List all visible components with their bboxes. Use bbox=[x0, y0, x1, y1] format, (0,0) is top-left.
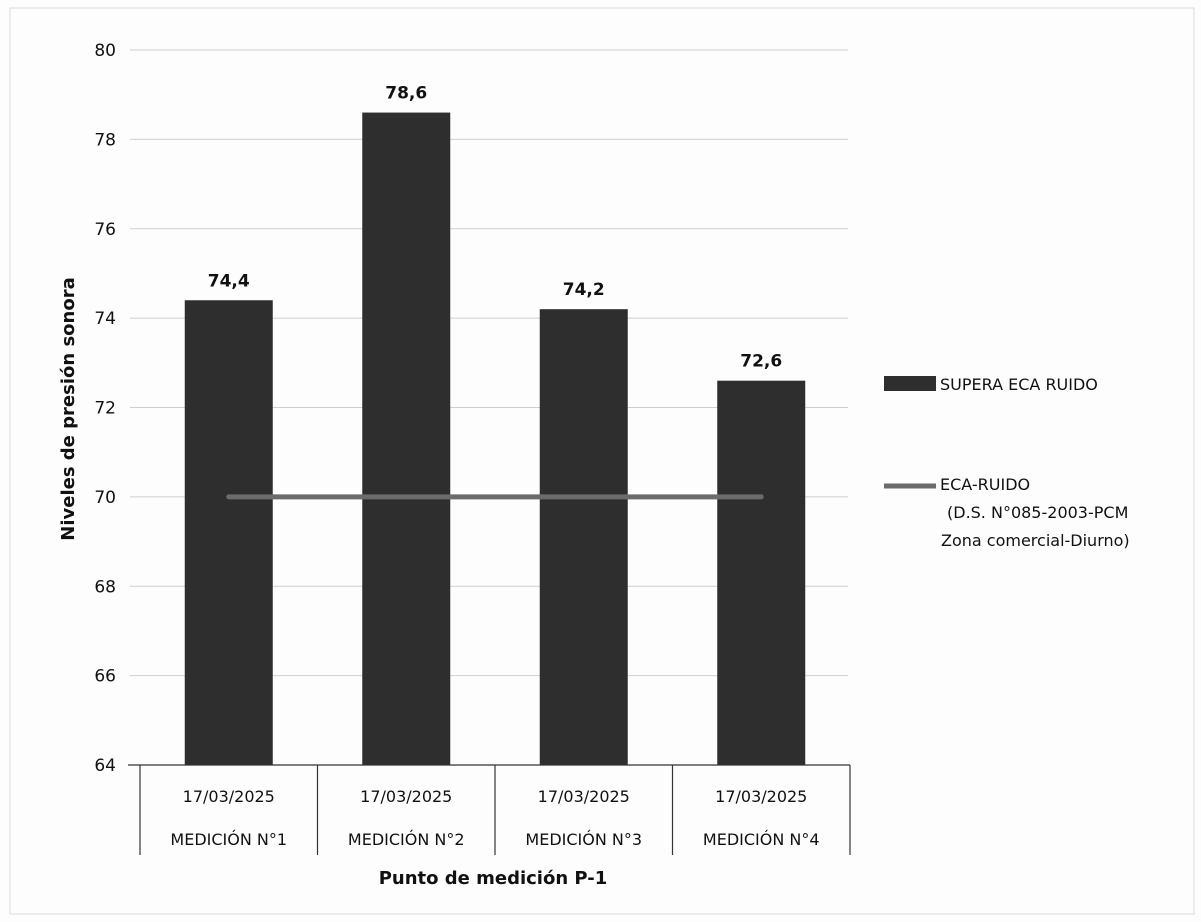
x-axis-title: Punto de medición P-1 bbox=[379, 868, 608, 889]
category-label: MEDICIÓN N°1 bbox=[170, 830, 287, 849]
bar bbox=[184, 300, 273, 765]
category-date: 17/03/2025 bbox=[183, 787, 275, 806]
y-tick-label: 80 bbox=[94, 41, 116, 61]
legend-swatch-bar bbox=[884, 376, 936, 391]
category-label: MEDICIÓN N°4 bbox=[703, 830, 820, 849]
bar bbox=[362, 112, 451, 765]
category-date: 17/03/2025 bbox=[538, 787, 630, 806]
y-tick-label: 70 bbox=[94, 488, 116, 508]
bar-data-label: 74,2 bbox=[563, 280, 605, 300]
legend-label-line: (D.S. N°085-2003-PCM bbox=[947, 503, 1128, 522]
y-axis-title: Niveles de presión sonora bbox=[58, 277, 79, 540]
y-tick-label: 74 bbox=[94, 309, 116, 329]
category-label: MEDICIÓN N°2 bbox=[348, 830, 465, 849]
legend-label-bar: SUPERA ECA RUIDO bbox=[940, 375, 1098, 394]
bar bbox=[539, 309, 628, 765]
chart-frame bbox=[9, 7, 1195, 915]
bar bbox=[717, 380, 806, 765]
x-axis-table: 17/03/2025 MEDICIÓN N°1 17/03/2025 MEDICIÓN… bbox=[128, 764, 851, 855]
y-tick-label: 68 bbox=[94, 577, 116, 597]
bar-data-label: 72,6 bbox=[740, 352, 782, 372]
y-tick-label: 64 bbox=[94, 756, 116, 776]
legend-label-line: Zona comercial-Diurno) bbox=[941, 531, 1130, 550]
category-label: MEDICIÓN N°3 bbox=[525, 830, 642, 849]
category-date: 17/03/2025 bbox=[360, 787, 452, 806]
legend-label-line: ECA-RUIDO bbox=[940, 475, 1030, 494]
legend: SUPERA ECA RUIDO ECA-RUIDO (D.S. N°085-200… bbox=[884, 375, 1130, 550]
data-labels: 74,4 78,6 74,2 72,6 bbox=[208, 84, 782, 372]
y-axis: 64 66 68 70 72 74 76 78 80 bbox=[94, 41, 116, 776]
y-tick-label: 72 bbox=[94, 399, 116, 419]
category-date: 17/03/2025 bbox=[715, 787, 807, 806]
bars bbox=[184, 112, 806, 765]
bar-data-label: 78,6 bbox=[385, 84, 427, 104]
bar-data-label: 74,4 bbox=[208, 271, 250, 291]
y-tick-label: 66 bbox=[94, 667, 116, 687]
y-tick-label: 78 bbox=[94, 130, 116, 150]
y-tick-label: 76 bbox=[94, 220, 116, 240]
